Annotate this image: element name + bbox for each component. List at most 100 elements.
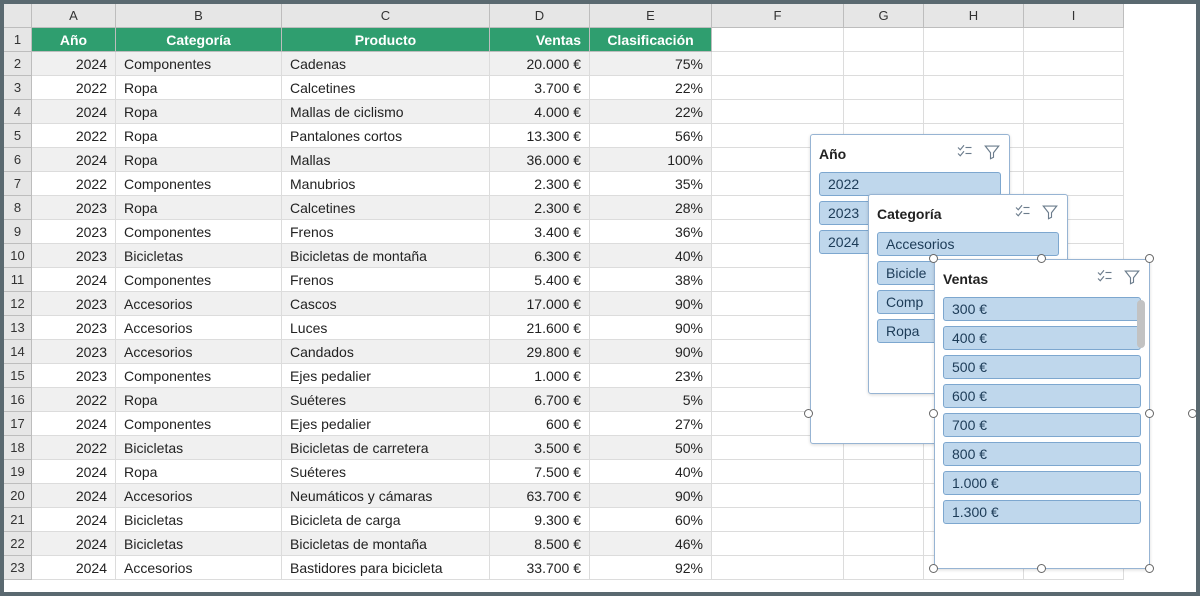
blank-cell[interactable] (924, 76, 1024, 100)
column-header[interactable]: F (712, 4, 844, 28)
cell-ventas[interactable]: 13.300 € (490, 124, 590, 148)
cell-clasif[interactable]: 100% (590, 148, 712, 172)
cell-producto[interactable]: Calcetines (282, 76, 490, 100)
cell-clasif[interactable]: 40% (590, 244, 712, 268)
table-header-categoria[interactable]: Categoría (116, 28, 282, 52)
cell-ventas[interactable]: 17.000 € (490, 292, 590, 316)
cell-producto[interactable]: Bicicletas de montaña (282, 244, 490, 268)
blank-cell[interactable] (1024, 148, 1124, 172)
slicer-item[interactable]: 1.300 € (943, 500, 1141, 524)
slicer-ventas[interactable]: Ventas 300 €400 €500 €600 €700 €800 €1.0… (934, 259, 1150, 569)
cell-producto[interactable]: Pantalones cortos (282, 124, 490, 148)
cell-ano[interactable]: 2024 (32, 556, 116, 580)
cell-ano[interactable]: 2022 (32, 388, 116, 412)
blank-cell[interactable] (844, 52, 924, 76)
row-header[interactable]: 20 (4, 484, 32, 508)
cell-ventas[interactable]: 33.700 € (490, 556, 590, 580)
selection-handle[interactable] (1145, 409, 1154, 418)
row-header[interactable]: 16 (4, 388, 32, 412)
cell-producto[interactable]: Ejes pedalier (282, 364, 490, 388)
cell-clasif[interactable]: 28% (590, 196, 712, 220)
cell-ano[interactable]: 2024 (32, 100, 116, 124)
blank-cell[interactable] (844, 76, 924, 100)
column-header[interactable]: G (844, 4, 924, 28)
cell-producto[interactable]: Frenos (282, 220, 490, 244)
slicer-item[interactable]: 500 € (943, 355, 1141, 379)
cell-categoria[interactable]: Accesorios (116, 556, 282, 580)
row-header[interactable]: 15 (4, 364, 32, 388)
cell-ventas[interactable]: 7.500 € (490, 460, 590, 484)
blank-cell[interactable] (712, 508, 844, 532)
row-header[interactable]: 23 (4, 556, 32, 580)
cell-ano[interactable]: 2024 (32, 268, 116, 292)
selection-handle[interactable] (1145, 564, 1154, 573)
column-header[interactable]: H (924, 4, 1024, 28)
cell-ano[interactable]: 2024 (32, 460, 116, 484)
row-header[interactable]: 11 (4, 268, 32, 292)
row-header[interactable]: 5 (4, 124, 32, 148)
blank-cell[interactable] (712, 460, 844, 484)
cell-ano[interactable]: 2022 (32, 172, 116, 196)
blank-cell[interactable] (1024, 100, 1124, 124)
cell-ano[interactable]: 2024 (32, 412, 116, 436)
cell-clasif[interactable]: 92% (590, 556, 712, 580)
cell-ventas[interactable]: 3.400 € (490, 220, 590, 244)
row-header[interactable]: 21 (4, 508, 32, 532)
blank-cell[interactable] (712, 532, 844, 556)
multiselect-icon[interactable] (1095, 268, 1113, 289)
blank-cell[interactable] (712, 28, 844, 52)
cell-producto[interactable]: Luces (282, 316, 490, 340)
cell-categoria[interactable]: Ropa (116, 460, 282, 484)
multiselect-icon[interactable] (955, 143, 973, 164)
cell-ano[interactable]: 2023 (32, 220, 116, 244)
row-header[interactable]: 1 (4, 28, 32, 52)
blank-cell[interactable] (712, 484, 844, 508)
cell-ano[interactable]: 2023 (32, 364, 116, 388)
cell-clasif[interactable]: 90% (590, 316, 712, 340)
cell-categoria[interactable]: Accesorios (116, 292, 282, 316)
blank-cell[interactable] (1024, 52, 1124, 76)
cell-clasif[interactable]: 90% (590, 292, 712, 316)
selection-handle[interactable] (1037, 254, 1046, 263)
cell-clasif[interactable]: 27% (590, 412, 712, 436)
cell-ano[interactable]: 2024 (32, 532, 116, 556)
selection-handle[interactable] (929, 564, 938, 573)
blank-cell[interactable] (712, 556, 844, 580)
cell-producto[interactable]: Cadenas (282, 52, 490, 76)
selection-handle[interactable] (804, 409, 813, 418)
cell-producto[interactable]: Bicicleta de carga (282, 508, 490, 532)
blank-cell[interactable] (844, 100, 924, 124)
slicer-item[interactable]: 800 € (943, 442, 1141, 466)
row-header[interactable]: 14 (4, 340, 32, 364)
column-header[interactable]: C (282, 4, 490, 28)
slicer-item[interactable]: 1.000 € (943, 471, 1141, 495)
cell-ventas[interactable]: 21.600 € (490, 316, 590, 340)
cell-ventas[interactable]: 600 € (490, 412, 590, 436)
cell-categoria[interactable]: Ropa (116, 196, 282, 220)
cell-producto[interactable]: Bicicletas de montaña (282, 532, 490, 556)
row-header[interactable]: 17 (4, 412, 32, 436)
scrollbar-thumb[interactable] (1137, 300, 1145, 348)
blank-cell[interactable] (844, 532, 924, 556)
cell-ano[interactable]: 2022 (32, 76, 116, 100)
cell-ano[interactable]: 2023 (32, 316, 116, 340)
row-header[interactable]: 18 (4, 436, 32, 460)
blank-cell[interactable] (844, 460, 924, 484)
cell-ventas[interactable]: 2.300 € (490, 172, 590, 196)
cell-ventas[interactable]: 63.700 € (490, 484, 590, 508)
cell-ano[interactable]: 2024 (32, 484, 116, 508)
cell-ventas[interactable]: 4.000 € (490, 100, 590, 124)
cell-producto[interactable]: Mallas de ciclismo (282, 100, 490, 124)
row-header[interactable]: 9 (4, 220, 32, 244)
slicer-item[interactable]: 600 € (943, 384, 1141, 408)
cell-clasif[interactable]: 38% (590, 268, 712, 292)
cell-ventas[interactable]: 2.300 € (490, 196, 590, 220)
cell-clasif[interactable]: 40% (590, 460, 712, 484)
row-header[interactable]: 10 (4, 244, 32, 268)
cell-categoria[interactable]: Componentes (116, 412, 282, 436)
cell-categoria[interactable]: Ropa (116, 124, 282, 148)
column-header[interactable]: E (590, 4, 712, 28)
cell-categoria[interactable]: Componentes (116, 172, 282, 196)
cell-clasif[interactable]: 56% (590, 124, 712, 148)
cell-clasif[interactable]: 36% (590, 220, 712, 244)
